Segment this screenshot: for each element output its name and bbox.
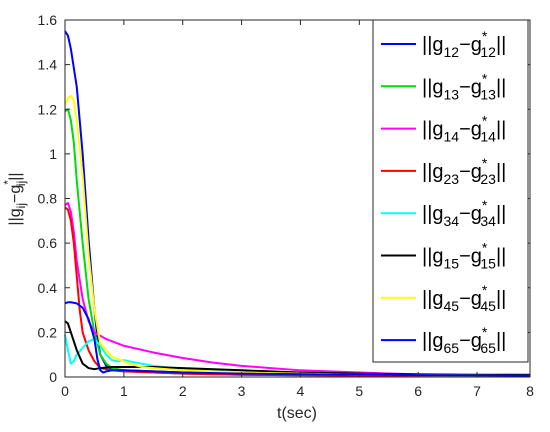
- x-tick-label: 3: [238, 383, 246, 399]
- y-tick-label: 0: [49, 369, 57, 385]
- legend-label: ||g34−g* 34||: [422, 197, 506, 229]
- plot-lines: [64, 30, 531, 378]
- y-tick-label: 0.2: [38, 324, 58, 340]
- legend-item-45: ||g45−g* 45||: [381, 282, 506, 314]
- x-tick-label: 1: [120, 383, 128, 399]
- y-tick-label: 1.6: [38, 12, 58, 28]
- x-tick-label: 7: [473, 383, 481, 399]
- legend: ||g12−g* 12|| ||g13−g* 13|| ||g14−g* 14|| ||g2…: [372, 19, 529, 363]
- legend-item-65: ||g65−g* 65||: [381, 324, 506, 356]
- x-axis: 0 1 2 3 4 5 6 7 8: [61, 20, 534, 399]
- legend-item-34: ||g34−g* 34||: [381, 197, 506, 229]
- y-tick-label: 1: [49, 146, 57, 162]
- legend-item-13: ||g13−g* 13||: [381, 70, 506, 102]
- series-line-15: [64, 320, 530, 376]
- legend-box: [372, 19, 529, 363]
- y-tick-label: 1.2: [38, 101, 58, 117]
- legend-label: ||g15−g* 15||: [422, 240, 506, 272]
- y-tick-label: 0.8: [38, 191, 58, 207]
- y-axis-label: ||gij−g*ij||: [1, 172, 28, 225]
- legend-item-14: ||g14−g* 14||: [381, 113, 506, 145]
- x-tick-label: 5: [355, 383, 363, 399]
- legend-item-12: ||g12−g* 12||: [381, 28, 506, 60]
- x-tick-label: 8: [526, 383, 534, 399]
- x-axis-label: t(sec): [277, 405, 317, 422]
- x-tick-label: 0: [61, 383, 69, 399]
- y-tick-label: 0.6: [38, 235, 58, 251]
- legend-label: ||g23−g* 23||: [422, 155, 506, 187]
- legend-item-23: ||g23−g* 23||: [381, 155, 506, 187]
- series-line-65: [64, 301, 531, 377]
- legend-label: ||g45−g* 45||: [422, 282, 506, 314]
- legend-item-15: ||g15−g* 15||: [381, 240, 506, 272]
- legend-label: ||g12−g* 12||: [422, 28, 506, 60]
- legend-label: ||g65−g* 65||: [422, 324, 506, 356]
- x-tick-label: 2: [179, 383, 187, 399]
- y-tick-label: 0.4: [38, 280, 58, 296]
- series-line-23: [64, 206, 531, 378]
- series-line-45: [64, 94, 531, 377]
- x-tick-label: 4: [297, 383, 305, 399]
- y-axis: 0 0.2 0.4 0.6 0.8 1 1.2 1.4 1.6: [38, 12, 530, 385]
- legend-label: ||g13−g* 13||: [422, 70, 506, 102]
- x-tick-label: 6: [414, 383, 422, 399]
- series-line-34: [64, 334, 531, 377]
- y-tick-label: 1.4: [38, 57, 58, 73]
- series-line-14: [64, 201, 531, 377]
- legend-label: ||g14−g* 14||: [422, 113, 506, 145]
